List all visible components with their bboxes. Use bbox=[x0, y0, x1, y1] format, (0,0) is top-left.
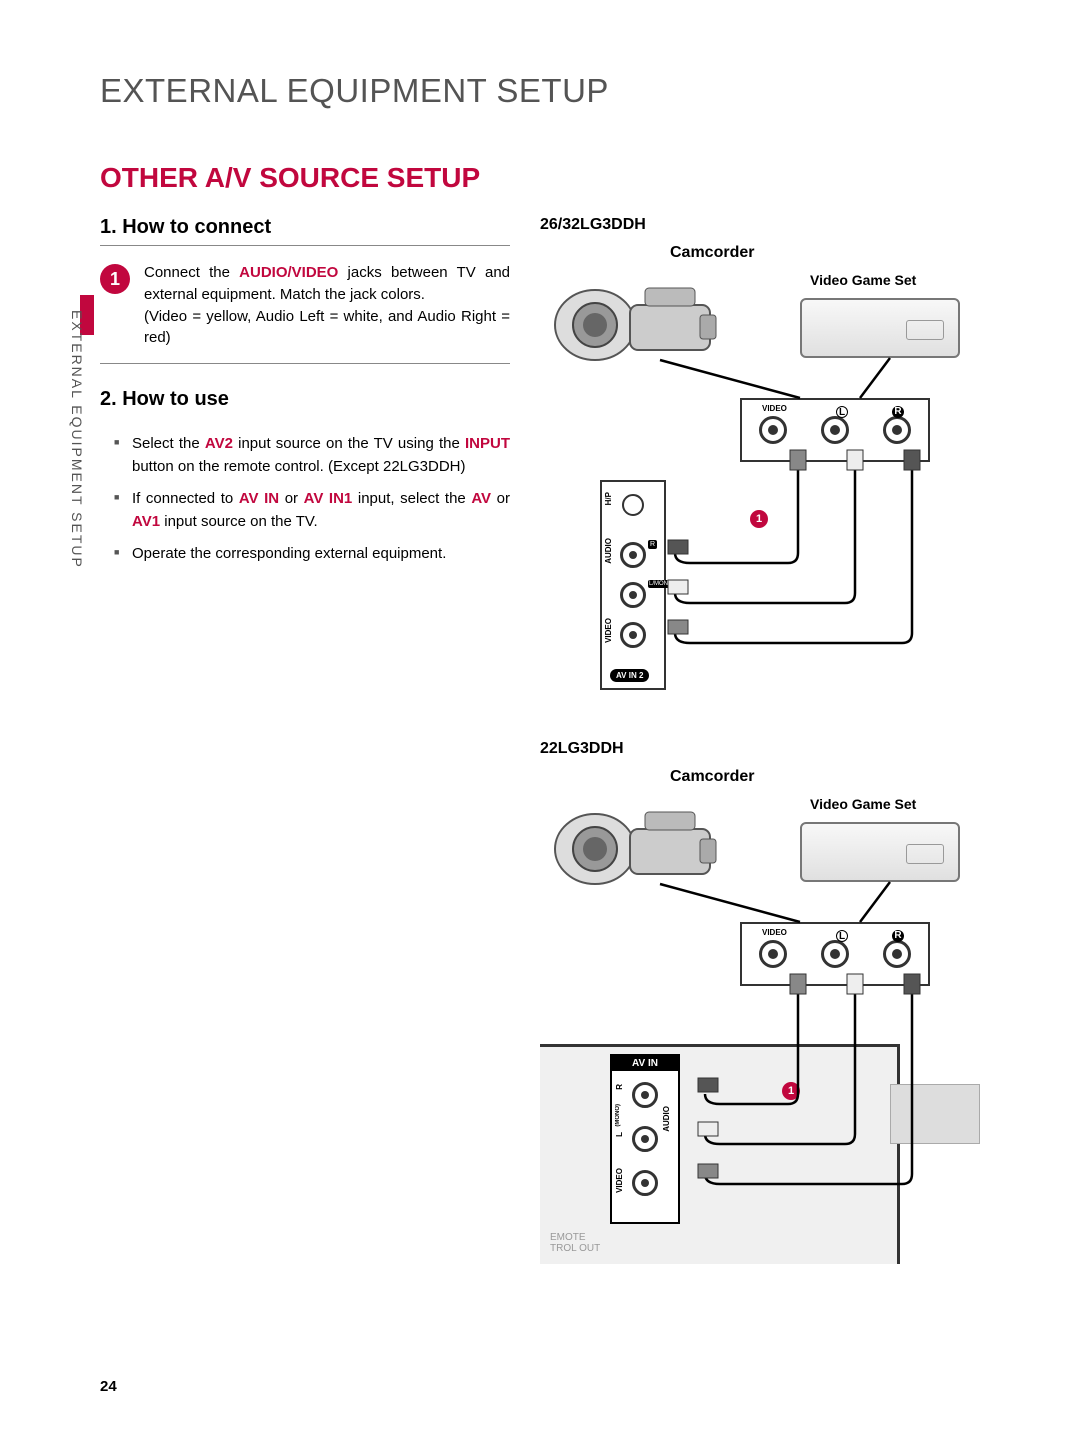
diagram-marker-1: 1 bbox=[782, 1082, 800, 1100]
camcorder-label: Camcorder bbox=[670, 768, 754, 786]
jack-icon bbox=[632, 1082, 658, 1108]
list-item: If connected to AV IN or AV IN1 input, s… bbox=[118, 488, 510, 533]
source-jack-panel: VIDEO L R bbox=[740, 922, 930, 986]
step-number-badge: 1 bbox=[100, 264, 130, 294]
tv-avin-panel: AV IN VIDEO L (MONO) AUDIO R bbox=[610, 1054, 680, 1224]
sidebar-section-label: EXTERNAL EQUIPMENT SETUP bbox=[69, 310, 85, 569]
connect-note: (Video = yellow, Audio Left = white, and… bbox=[144, 308, 510, 347]
tv-side-panel: H/P AUDIO R L/MONO VIDEO AV IN 2 bbox=[600, 480, 666, 690]
connection-diagram-2: Camcorder Video Game Set bbox=[540, 764, 1020, 1264]
jack-icon bbox=[759, 940, 787, 968]
model-label-1: 26/32LG3DDH bbox=[540, 216, 1020, 234]
page-title: EXTERNAL EQUIPMENT SETUP bbox=[100, 72, 1020, 110]
jack-icon bbox=[632, 1170, 658, 1196]
audio-video-em: AUDIO/VIDEO bbox=[239, 264, 338, 281]
jack-icon bbox=[759, 416, 787, 444]
video-game-set-label: Video Game Set bbox=[810, 796, 916, 812]
av-in-badge: AV IN 2 bbox=[610, 669, 649, 682]
camcorder-icon bbox=[550, 794, 720, 904]
jack-icon bbox=[821, 940, 849, 968]
video-game-set-label: Video Game Set bbox=[810, 272, 916, 288]
jack-icon bbox=[620, 542, 646, 568]
model-label-2: 22LG3DDH bbox=[540, 740, 1020, 758]
diagram-marker-1: 1 bbox=[750, 510, 768, 528]
connect-step-text: Connect the AUDIO/VIDEO jacks between TV… bbox=[144, 262, 510, 349]
how-to-use-list: Select the AV2 input source on the TV us… bbox=[100, 433, 510, 566]
tv-back-outline: EMOTE TROL OUT bbox=[540, 1044, 900, 1264]
video-game-set-icon bbox=[800, 298, 960, 358]
jack-icon bbox=[883, 940, 911, 968]
camcorder-label: Camcorder bbox=[670, 244, 754, 262]
camcorder-icon bbox=[550, 270, 720, 380]
connect-heading: 1. How to connect bbox=[100, 216, 510, 246]
divider bbox=[100, 363, 510, 364]
use-heading: 2. How to use bbox=[100, 388, 510, 417]
jack-icon bbox=[883, 416, 911, 444]
page-number: 24 bbox=[100, 1378, 117, 1395]
partial-ui-box bbox=[890, 1084, 980, 1144]
video-game-set-icon bbox=[800, 822, 960, 882]
source-jack-panel: VIDEO L R bbox=[740, 398, 930, 462]
list-item: Select the AV2 input source on the TV us… bbox=[118, 433, 510, 478]
section-title: OTHER A/V SOURCE SETUP bbox=[100, 162, 1020, 194]
jack-icon bbox=[632, 1126, 658, 1152]
list-item: Operate the corresponding external equip… bbox=[118, 543, 510, 566]
jack-icon bbox=[620, 622, 646, 648]
jack-icon bbox=[620, 582, 646, 608]
remote-out-label: EMOTE TROL OUT bbox=[550, 1232, 600, 1254]
headphone-jack-icon bbox=[622, 494, 644, 516]
jack-icon bbox=[821, 416, 849, 444]
connection-diagram-1: Camcorder Video Game Set bbox=[540, 240, 1020, 700]
